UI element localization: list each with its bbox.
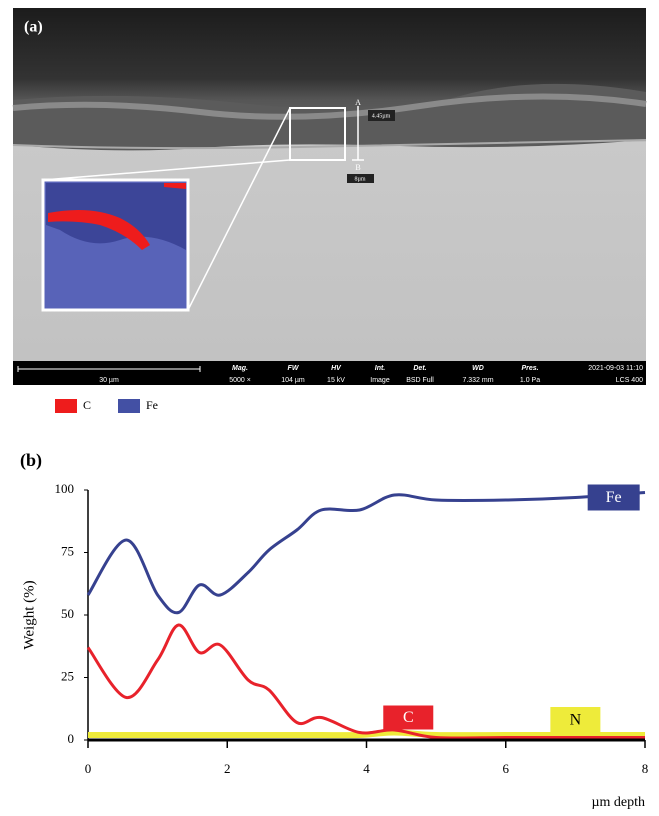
- series-line: [88, 493, 645, 613]
- panel-label: (b): [20, 450, 42, 471]
- series-label: Fe: [606, 489, 622, 506]
- y-tick-label: 0: [68, 731, 75, 746]
- info-value: 7.332 mm: [462, 377, 493, 384]
- legend-swatch: [55, 399, 77, 413]
- scale-bar-label: 30 µm: [99, 377, 119, 384]
- system: LCS 400: [616, 377, 643, 384]
- y-tick-label: 50: [61, 606, 74, 621]
- x-tick-label: 2: [224, 761, 231, 776]
- info-value: BSD Full: [406, 377, 434, 384]
- y-tick-label: 75: [61, 543, 74, 558]
- marker-b: B: [355, 163, 360, 172]
- y-tick-label: 100: [55, 481, 75, 496]
- info-name: Det.: [413, 365, 426, 372]
- legend-label: C: [83, 398, 91, 412]
- x-tick-label: 0: [85, 761, 92, 776]
- timestamp: 2021-09-03 11:10: [588, 365, 643, 372]
- info-value: 1.0 Pa: [520, 377, 540, 384]
- info-name: Int.: [375, 365, 386, 372]
- thickness-label: 4.45µm: [372, 113, 391, 119]
- series-label: C: [403, 709, 414, 726]
- inset: [43, 180, 188, 310]
- legend-label: Fe: [146, 398, 158, 412]
- y-tick-label: 25: [61, 668, 74, 683]
- legend-swatch: [118, 399, 140, 413]
- info-name: Pres.: [521, 365, 538, 372]
- sem-image: A B 4.45µm 8µm (a) 30 µm 2021-09-03 11:1…: [13, 8, 646, 385]
- marker-a: A: [355, 98, 361, 107]
- depth-label: 8µm: [354, 176, 365, 182]
- info-name: Mag.: [232, 365, 248, 372]
- info-name: WD: [472, 365, 484, 372]
- figure: A B 4.45µm 8µm (a) 30 µm 2021-09-03 11:1…: [0, 0, 659, 816]
- y-axis-label: Weight (%): [21, 580, 37, 649]
- series-label: N: [570, 712, 582, 729]
- x-tick-label: 6: [503, 761, 510, 776]
- panel-label: (a): [24, 19, 43, 36]
- info-name: HV: [331, 365, 342, 372]
- info-name: FW: [288, 365, 300, 372]
- info-value: Image: [370, 377, 390, 384]
- info-value: 5000 ×: [229, 377, 251, 384]
- x-tick-label: 4: [363, 761, 370, 776]
- info-value: 15 kV: [327, 377, 345, 384]
- x-axis-label: µm depth: [591, 795, 645, 810]
- x-tick-label: 8: [642, 761, 649, 776]
- info-value: 104 µm: [281, 377, 305, 384]
